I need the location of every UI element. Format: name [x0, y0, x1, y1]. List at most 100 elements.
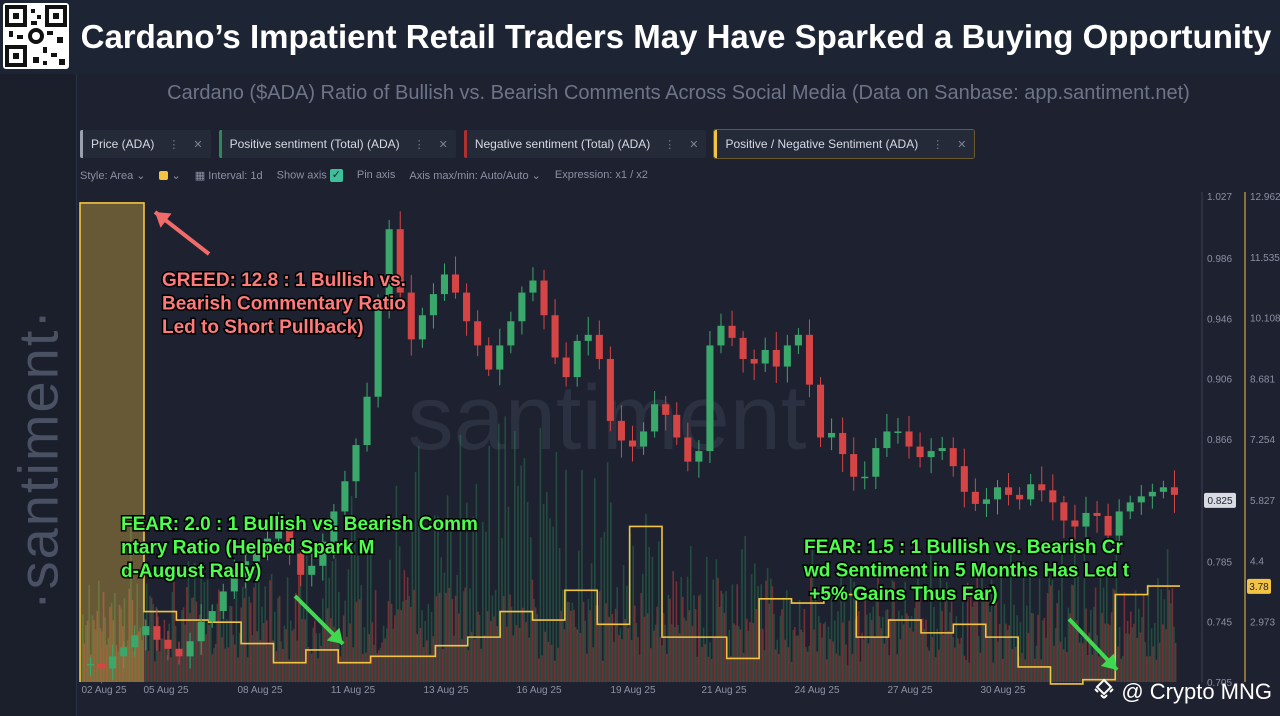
more-icon[interactable]: ⋮ — [413, 138, 425, 151]
negative-bar — [134, 641, 137, 682]
positive-bar — [526, 501, 529, 682]
negative-bar — [669, 598, 671, 682]
positive-bar — [114, 592, 116, 682]
positive-bar — [242, 587, 244, 682]
more-icon[interactable]: ⋮ — [664, 138, 676, 151]
close-icon[interactable]: ✕ — [957, 138, 967, 151]
negative-bar — [1174, 642, 1177, 682]
negative-bar — [970, 592, 972, 682]
positive-bar — [229, 605, 231, 682]
negative-bar — [582, 602, 585, 682]
negative-bar — [384, 638, 386, 682]
checkbox-checked-icon[interactable]: ✓ — [329, 168, 343, 182]
positive-bar — [875, 601, 878, 682]
positive-bar — [702, 627, 705, 682]
negative-bar — [710, 659, 713, 682]
negative-bar — [509, 594, 511, 682]
negative-bar — [1030, 613, 1033, 682]
legend-item-price[interactable]: Price (ADA) ⋮ ✕ — [80, 130, 211, 158]
positive-bar — [626, 585, 628, 682]
positive-bar — [808, 645, 810, 682]
legend-item-positive[interactable]: Positive sentiment (Total) (ADA) ⋮ ✕ — [218, 130, 456, 158]
negative-bar — [726, 659, 729, 682]
positive-bar — [690, 546, 692, 682]
negative-bar — [1024, 659, 1026, 682]
positive-bar — [446, 495, 449, 682]
positive-bar — [264, 586, 266, 682]
negative-bar — [419, 628, 422, 682]
price-candle — [662, 404, 670, 415]
negative-bar — [934, 657, 937, 682]
negative-bar — [938, 649, 940, 682]
positive-bar — [754, 563, 756, 682]
sentiment-bars — [82, 416, 1177, 682]
negative-bar — [1094, 587, 1097, 682]
more-icon[interactable]: ⋮ — [168, 138, 180, 151]
negative-bar — [1046, 593, 1049, 682]
expression-label[interactable]: Expression: x1 / x2 — [554, 169, 648, 181]
positive-bar — [1083, 550, 1086, 682]
price-candle — [352, 445, 360, 482]
color-dropdown[interactable]: ⌄ — [159, 169, 181, 182]
price-candle — [1126, 502, 1134, 512]
positive-bar — [283, 625, 286, 682]
price-candles — [86, 211, 1179, 684]
negative-bar — [550, 644, 553, 682]
positive-bar — [462, 591, 465, 682]
legend-item-ratio[interactable]: Positive / Negative Sentiment (ADA) ⋮ ✕ — [713, 129, 976, 159]
positive-bar — [344, 600, 346, 682]
price-current-badge — [1204, 492, 1236, 508]
positive-bar — [1173, 626, 1175, 682]
greed-annotation: GREED: 12.8 : 1 Bullish vs. Bearish Comme… — [162, 270, 411, 338]
positive-bar — [955, 616, 958, 682]
negative-bar — [630, 639, 633, 682]
pin-axis-toggle[interactable]: Pin axis — [356, 169, 396, 181]
fear-annotation-right-line: +5% Gains Thus Far) — [804, 584, 998, 605]
negative-bar — [653, 630, 655, 682]
negative-bar — [1075, 620, 1078, 682]
positive-bar — [418, 446, 420, 682]
price-candle — [153, 626, 161, 640]
positive-bar — [347, 569, 350, 682]
negative-bar — [794, 627, 796, 682]
more-icon[interactable]: ⋮ — [932, 138, 944, 151]
positive-bar — [814, 589, 817, 682]
negative-bar — [1091, 654, 1094, 682]
price-candle — [916, 446, 924, 458]
show-axis-toggle[interactable]: Show axis ✓ — [277, 168, 343, 182]
interval-control[interactable]: ▦ Interval: 1d — [195, 169, 263, 182]
positive-bar — [846, 665, 849, 682]
positive-bar — [322, 598, 324, 682]
positive-bar — [1166, 549, 1169, 682]
negative-bar — [1168, 590, 1170, 682]
positive-bar — [581, 469, 583, 682]
negative-bar — [816, 651, 818, 682]
positive-bar — [990, 579, 993, 682]
negative-bar — [1146, 656, 1148, 682]
negative-bar — [534, 607, 537, 682]
positive-bar — [494, 589, 497, 682]
positive-bar — [805, 647, 807, 682]
negative-bar — [947, 630, 950, 682]
close-icon[interactable]: ✕ — [689, 138, 699, 151]
positive-bar — [379, 647, 382, 682]
positive-bar — [402, 601, 404, 682]
close-icon[interactable]: ✕ — [438, 138, 448, 151]
ratio-tick-label: 11.535 — [1250, 253, 1280, 264]
negative-bar — [525, 622, 527, 682]
positive-bar — [642, 573, 644, 682]
close-icon[interactable]: ✕ — [193, 138, 203, 151]
positive-bar — [1118, 626, 1121, 682]
axis-maxmin-dropdown[interactable]: Axis max/min: Auto/Auto ⌄ — [409, 169, 541, 182]
positive-bar — [741, 549, 743, 682]
greed-annotation-line: Bearish Commentary Ratio — [162, 294, 411, 315]
positive-bar — [930, 544, 932, 682]
negative-bar — [982, 601, 985, 682]
legend-item-negative[interactable]: Negative sentiment (Total) (ADA) ⋮ ✕ — [463, 130, 707, 158]
positive-bar — [213, 647, 215, 682]
positive-bar — [216, 603, 218, 682]
chart-panel: santiment1.0270.9860.9460.9060.8660.8250… — [77, 74, 1280, 716]
negative-bar — [675, 581, 678, 682]
positive-bar — [520, 465, 522, 682]
style-dropdown[interactable]: Style: Area ⌄ — [80, 169, 145, 182]
